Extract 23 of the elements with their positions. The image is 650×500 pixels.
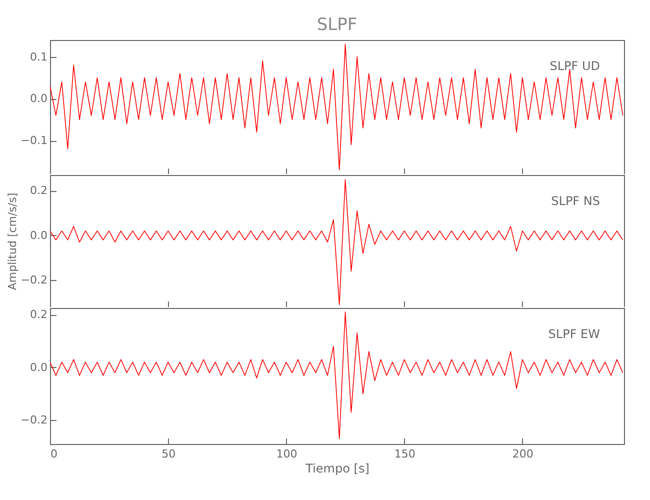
y-tick-label: 0.0 xyxy=(30,92,48,106)
annotation: SLPF UD xyxy=(550,59,600,73)
line-series xyxy=(50,312,624,440)
x-tick-label: 200 xyxy=(512,448,534,460)
y-tick-label: −0.1 xyxy=(20,134,48,147)
line-series xyxy=(50,44,624,170)
y-tick-label: 0.1 xyxy=(30,50,48,64)
x-tick-label: 150 xyxy=(394,448,416,460)
x-tick-label: 0 xyxy=(50,448,58,460)
y-tick-label: 0.0 xyxy=(30,360,48,374)
y-tick-label: −0.2 xyxy=(20,414,48,427)
x-tick-label: 50 xyxy=(162,448,176,460)
y-tick-label: 0.0 xyxy=(30,228,48,242)
annotation: SLPF NS xyxy=(551,194,600,208)
x-tick-label: 100 xyxy=(276,448,298,460)
y-tick-label: 0.2 xyxy=(30,184,48,198)
y-axis-title: Amplitud [cm/s/s] xyxy=(6,192,19,290)
line-series xyxy=(50,179,624,306)
x-axis-title: Tiempo [s] xyxy=(304,462,370,476)
y-tick-label: −0.2 xyxy=(20,274,48,287)
y-tick-label: 0.2 xyxy=(30,308,48,322)
annotation: SLPF EW xyxy=(548,327,600,341)
chart-title: SLPF xyxy=(316,15,358,35)
